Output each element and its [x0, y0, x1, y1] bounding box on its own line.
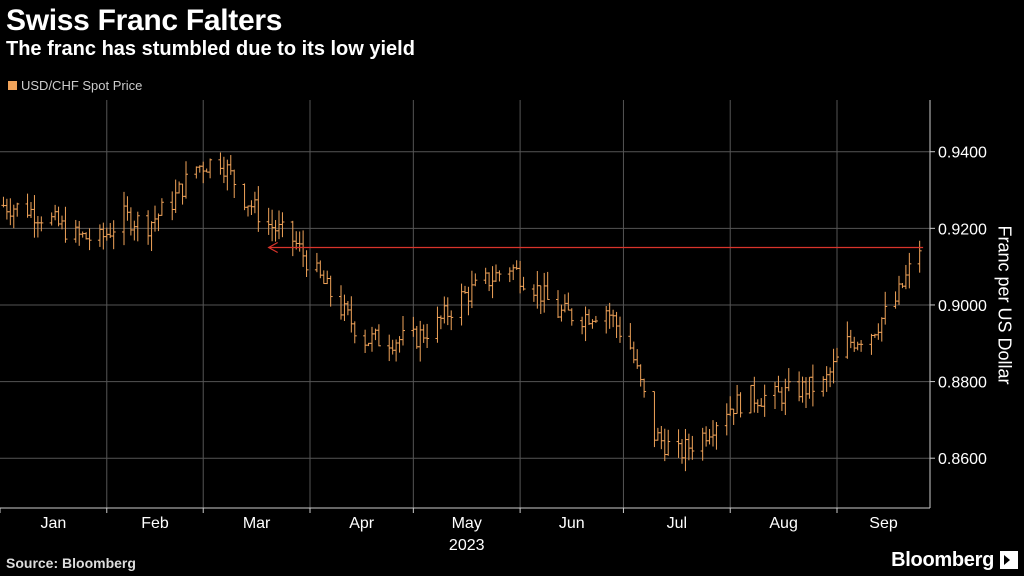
- legend-swatch: [8, 81, 17, 90]
- x-tick-label: Feb: [141, 515, 169, 532]
- brand-logo: Bloomberg: [891, 549, 994, 571]
- chart-title: Swiss Franc Falters: [6, 4, 283, 37]
- annotation-arrow-head: [267, 241, 278, 254]
- y-tick-label: 0.9200: [938, 221, 987, 238]
- legend: USD/CHF Spot Price: [8, 78, 142, 93]
- y-tick-label: 0.9000: [938, 298, 987, 315]
- x-tick-label: Jan: [40, 515, 66, 532]
- x-tick-label: May: [452, 515, 482, 532]
- x-tick-label: Aug: [769, 515, 797, 532]
- y-axis-label: Franc per US Dollar: [994, 225, 1015, 385]
- x-tick-label: Mar: [243, 515, 271, 532]
- brand-mark-icon: [1000, 551, 1018, 569]
- y-tick-label: 0.9400: [938, 145, 987, 162]
- x-tick-label: Jul: [667, 515, 687, 532]
- x-year-label: 2023: [449, 537, 485, 554]
- y-tick-label: 0.8600: [938, 451, 987, 468]
- x-tick-label: Jun: [559, 515, 585, 532]
- x-tick-label: Apr: [349, 515, 375, 532]
- chart-subtitle: The franc has stumbled due to its low yi…: [6, 38, 415, 60]
- x-tick-label: Sep: [869, 515, 898, 532]
- legend-label: USD/CHF Spot Price: [21, 78, 143, 93]
- y-tick-label: 0.8800: [938, 375, 987, 392]
- source-note: Source: Bloomberg: [6, 555, 136, 571]
